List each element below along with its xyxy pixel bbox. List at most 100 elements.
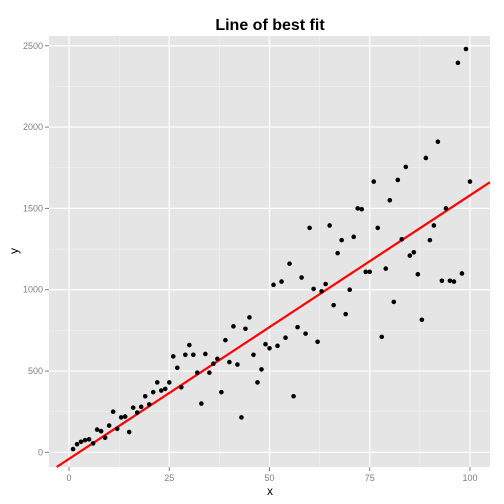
chart-title: Line of best fit xyxy=(215,17,325,34)
data-point xyxy=(363,269,369,275)
x-tick-label: 100 xyxy=(462,473,477,483)
data-point xyxy=(459,271,465,276)
data-point xyxy=(223,337,228,343)
x-tick-label: 0 xyxy=(67,473,72,483)
data-point xyxy=(235,362,240,367)
data-point xyxy=(443,206,449,211)
data-point xyxy=(146,402,152,407)
y-tick-label: 2000 xyxy=(23,122,43,132)
data-point xyxy=(86,437,92,442)
data-point xyxy=(463,46,469,52)
data-point xyxy=(287,261,292,266)
data-point xyxy=(179,385,184,390)
data-point xyxy=(335,250,340,256)
data-point xyxy=(203,351,208,357)
data-point xyxy=(191,352,196,358)
data-point xyxy=(247,315,252,320)
data-point xyxy=(375,225,381,231)
data-point xyxy=(134,410,140,415)
data-point xyxy=(150,389,156,395)
data-point xyxy=(319,289,324,294)
major-gridlines xyxy=(49,36,490,467)
y-axis-ticks: 0 500 1000 1500 2000 2500 xyxy=(23,41,49,457)
data-point xyxy=(415,271,421,277)
data-point xyxy=(142,393,148,399)
data-point xyxy=(170,354,176,359)
x-axis-ticks: 0 25 50 75 100 xyxy=(67,467,477,483)
x-axis-title: x xyxy=(267,484,273,498)
data-point xyxy=(399,237,405,242)
data-point xyxy=(70,446,76,452)
data-point xyxy=(327,223,332,228)
data-point xyxy=(367,269,373,275)
data-point xyxy=(315,339,320,345)
data-point xyxy=(447,278,453,284)
data-point xyxy=(219,389,224,395)
data-point xyxy=(231,324,236,329)
data-point xyxy=(187,342,192,348)
data-point xyxy=(239,415,244,420)
data-point xyxy=(174,365,180,371)
fit-line-layer xyxy=(56,181,491,468)
data-point xyxy=(199,401,204,406)
data-point xyxy=(130,405,136,410)
data-point xyxy=(307,225,312,231)
data-point xyxy=(110,409,116,415)
y-tick-label: 0 xyxy=(38,447,43,457)
data-point xyxy=(371,179,377,184)
data-point xyxy=(98,428,104,434)
data-point xyxy=(102,435,108,441)
data-point xyxy=(403,164,409,170)
data-point xyxy=(311,286,316,292)
data-point xyxy=(347,287,352,293)
data-point xyxy=(122,414,128,419)
data-point xyxy=(74,441,80,447)
data-point xyxy=(82,437,88,443)
y-tick-label: 1000 xyxy=(23,285,43,295)
data-point xyxy=(331,302,336,308)
data-point xyxy=(359,206,365,212)
data-point xyxy=(419,317,425,323)
data-point xyxy=(391,299,397,305)
data-point xyxy=(106,423,112,428)
data-point xyxy=(158,388,164,393)
data-point xyxy=(323,281,328,287)
data-point xyxy=(154,380,160,385)
x-tick-label: 25 xyxy=(164,473,174,483)
data-point xyxy=(467,179,473,184)
data-point xyxy=(263,341,268,347)
data-point xyxy=(279,279,284,284)
data-point xyxy=(271,282,276,288)
data-point xyxy=(162,386,168,392)
y-axis-title: y xyxy=(7,248,21,254)
data-point xyxy=(114,426,120,432)
data-point xyxy=(351,234,356,240)
data-point xyxy=(431,223,437,228)
data-point xyxy=(291,393,296,399)
data-point xyxy=(78,439,84,445)
data-point xyxy=(303,331,308,336)
data-point xyxy=(407,253,413,258)
data-point xyxy=(395,177,401,183)
data-point xyxy=(227,359,232,365)
data-point xyxy=(439,278,445,284)
data-points xyxy=(70,46,473,452)
data-point xyxy=(90,441,96,446)
data-point xyxy=(94,427,100,432)
data-point xyxy=(275,343,280,349)
data-point xyxy=(379,334,385,340)
data-point xyxy=(215,356,220,362)
data-point xyxy=(339,237,344,243)
x-tick-label: 50 xyxy=(264,473,274,483)
data-point xyxy=(195,370,200,375)
x-tick-label: 75 xyxy=(365,473,375,483)
data-point xyxy=(126,429,132,435)
data-point xyxy=(343,311,348,317)
data-point xyxy=(211,361,216,367)
data-point xyxy=(243,326,248,332)
data-point xyxy=(251,352,256,358)
data-point xyxy=(267,345,272,351)
data-point xyxy=(451,279,457,284)
